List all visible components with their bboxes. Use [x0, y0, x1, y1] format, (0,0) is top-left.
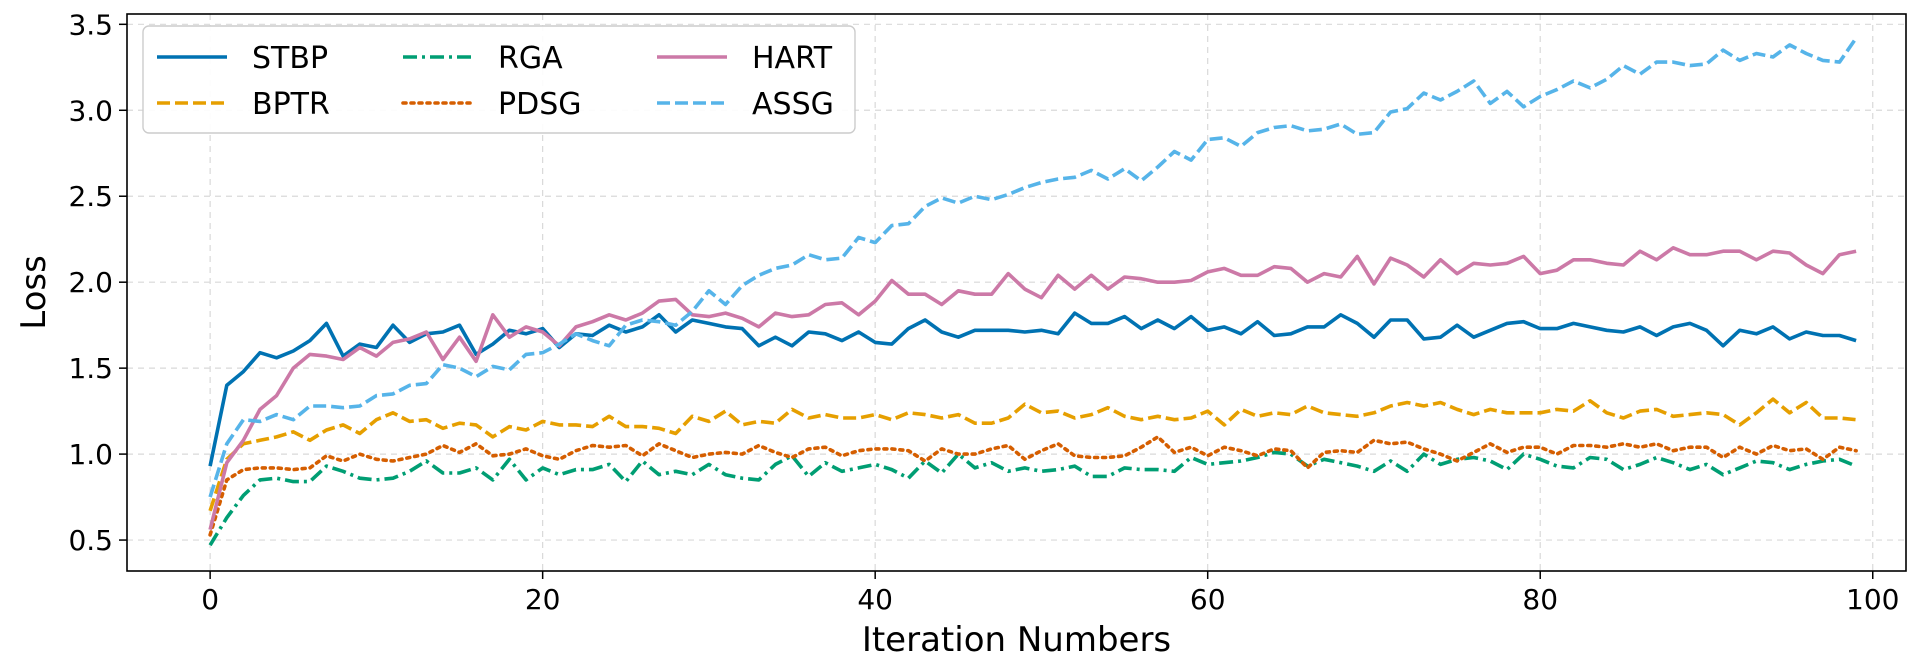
x-axis-label: Iteration Numbers [862, 620, 1171, 660]
x-tick-label: 60 [1190, 583, 1226, 616]
y-tick-label: 1.5 [68, 352, 113, 385]
legend-label-stbp: STBP [252, 41, 328, 76]
y-tick-label: 1.0 [68, 438, 113, 471]
series-line-pdsg [208, 435, 1858, 537]
legend-label-pdsg: PDSG [498, 87, 581, 122]
legend-label-rga: RGA [498, 41, 563, 76]
y-axis-ticks: 0.5 1.0 1.5 2.0 2.5 3.0 3.5 [68, 8, 127, 557]
legend-box [142, 25, 856, 134]
x-tick-label: 100 [1846, 583, 1899, 616]
y-tick-label: 2.0 [68, 266, 113, 299]
x-tick-label: 40 [857, 583, 893, 616]
x-tick-label: 80 [1522, 583, 1558, 616]
series-line-hart [208, 246, 1857, 531]
y-tick-label: 2.5 [68, 180, 113, 213]
legend-label-bptr: BPTR [252, 87, 330, 122]
y-tick-label: 0.5 [68, 524, 113, 557]
x-tick-label: 0 [201, 583, 219, 616]
legend-label-assg: ASSG [752, 87, 834, 122]
legend-label-hart: HART [752, 41, 833, 76]
legend: STBP RGA HART BPTR PDSG ASSG [142, 25, 856, 134]
x-tick-label: 20 [525, 583, 561, 616]
y-axis-label: Loss [14, 255, 54, 330]
series-line-assg [208, 37, 1858, 498]
x-axis-ticks: 0 20 40 60 80 100 [201, 571, 1899, 616]
series-line-rga [208, 450, 1857, 547]
series-line-bptr [208, 397, 1857, 512]
y-tick-label: 3.5 [68, 8, 113, 41]
series-line-stbp [208, 311, 1857, 467]
y-tick-label: 3.0 [68, 94, 113, 127]
plot-frame [126, 13, 1907, 572]
series-lines [208, 37, 1858, 547]
